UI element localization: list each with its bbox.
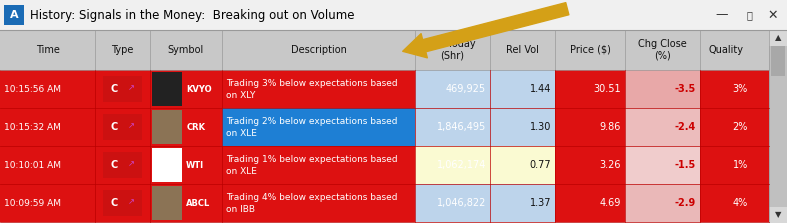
Text: 1,846,495: 1,846,495 <box>437 122 486 132</box>
Text: 4.69: 4.69 <box>600 198 621 208</box>
Text: 469,925: 469,925 <box>446 84 486 94</box>
Bar <box>625 70 700 108</box>
Text: 10:15:56 AM: 10:15:56 AM <box>4 85 61 93</box>
Bar <box>222 108 415 146</box>
Text: -2.4: -2.4 <box>674 122 696 132</box>
Bar <box>0 184 769 222</box>
Text: 1.30: 1.30 <box>530 122 551 132</box>
Text: 3.26: 3.26 <box>600 160 621 170</box>
Bar <box>625 184 700 222</box>
Text: Symbol: Symbol <box>168 45 204 55</box>
Text: A: A <box>9 10 18 20</box>
Text: 1%: 1% <box>733 160 748 170</box>
Bar <box>102 114 142 140</box>
Text: Description: Description <box>290 45 346 55</box>
Bar <box>415 146 490 184</box>
Text: C: C <box>110 198 117 208</box>
Text: ↗: ↗ <box>127 121 135 130</box>
Bar <box>152 148 183 182</box>
Bar <box>769 207 787 223</box>
Text: History: Signals in the Money:  Breaking out on Volume: History: Signals in the Money: Breaking … <box>30 8 354 21</box>
Text: -1.5: -1.5 <box>674 160 696 170</box>
Text: CRK: CRK <box>187 122 205 132</box>
Text: KVYO: KVYO <box>187 85 212 93</box>
Bar <box>415 184 490 222</box>
Text: WTI: WTI <box>187 161 205 169</box>
Text: ABCL: ABCL <box>187 198 210 207</box>
Text: C: C <box>110 160 117 170</box>
Bar <box>222 70 415 108</box>
Text: -3.5: -3.5 <box>674 84 696 94</box>
Text: 10:10:01 AM: 10:10:01 AM <box>4 161 61 169</box>
Bar <box>490 70 555 108</box>
Text: ▼: ▼ <box>774 211 781 219</box>
Bar <box>152 186 183 220</box>
Text: C: C <box>110 122 117 132</box>
Text: 10:09:59 AM: 10:09:59 AM <box>4 198 61 207</box>
Bar <box>415 70 490 108</box>
Text: Time: Time <box>35 45 60 55</box>
Text: Quality: Quality <box>708 45 744 55</box>
Text: 1.44: 1.44 <box>530 84 551 94</box>
Text: 1,062,174: 1,062,174 <box>437 160 486 170</box>
Text: 9.86: 9.86 <box>600 122 621 132</box>
Bar <box>490 184 555 222</box>
Text: ✕: ✕ <box>768 8 778 21</box>
Text: 4%: 4% <box>733 198 748 208</box>
Text: Price ($): Price ($) <box>570 45 611 55</box>
Text: 30.51: 30.51 <box>593 84 621 94</box>
Text: Rel Vol: Rel Vol <box>506 45 539 55</box>
Text: Vol Today
(Shr): Vol Today (Shr) <box>430 39 475 61</box>
Text: 10:15:32 AM: 10:15:32 AM <box>4 122 61 132</box>
Bar <box>769 30 787 223</box>
Text: 1,046,822: 1,046,822 <box>437 198 486 208</box>
Text: on XLE: on XLE <box>226 167 257 176</box>
Bar <box>0 30 769 70</box>
Text: Type: Type <box>111 45 134 55</box>
Bar <box>102 76 142 102</box>
Bar <box>625 146 700 184</box>
Bar <box>415 108 490 146</box>
Bar <box>222 146 415 184</box>
Bar <box>0 70 769 108</box>
Text: 0.77: 0.77 <box>530 160 551 170</box>
Bar <box>0 0 787 30</box>
Bar <box>490 146 555 184</box>
Bar <box>102 190 142 216</box>
Text: —: — <box>715 8 728 21</box>
Bar <box>769 30 787 46</box>
Bar <box>490 108 555 146</box>
Bar <box>152 72 183 106</box>
Text: ↗: ↗ <box>127 197 135 206</box>
Text: ↗: ↗ <box>127 83 135 92</box>
Bar <box>0 146 769 184</box>
Text: on XLE: on XLE <box>226 130 257 138</box>
FancyArrowPatch shape <box>403 3 569 58</box>
Text: 2%: 2% <box>733 122 748 132</box>
Bar <box>771 46 785 76</box>
Text: on IBB: on IBB <box>226 206 255 215</box>
Text: C: C <box>110 84 117 94</box>
Text: Chg Close
(%): Chg Close (%) <box>638 39 687 61</box>
Text: 3%: 3% <box>733 84 748 94</box>
Text: ▲: ▲ <box>774 33 781 43</box>
Text: ↗: ↗ <box>127 159 135 168</box>
Bar <box>4 5 24 25</box>
Text: Trading 4% below expectations based: Trading 4% below expectations based <box>226 194 397 202</box>
Text: 1.37: 1.37 <box>530 198 551 208</box>
Text: Trading 1% below expectations based: Trading 1% below expectations based <box>226 155 397 165</box>
Text: -2.9: -2.9 <box>674 198 696 208</box>
Bar <box>222 184 415 222</box>
Bar <box>625 108 700 146</box>
Text: on XLY: on XLY <box>226 91 255 101</box>
Bar <box>102 152 142 178</box>
Bar <box>0 108 769 146</box>
Text: Trading 3% below expectations based: Trading 3% below expectations based <box>226 80 397 89</box>
Bar <box>152 110 183 144</box>
Text: Trading 2% below expectations based: Trading 2% below expectations based <box>226 118 397 126</box>
Text: ⬜: ⬜ <box>746 10 752 20</box>
